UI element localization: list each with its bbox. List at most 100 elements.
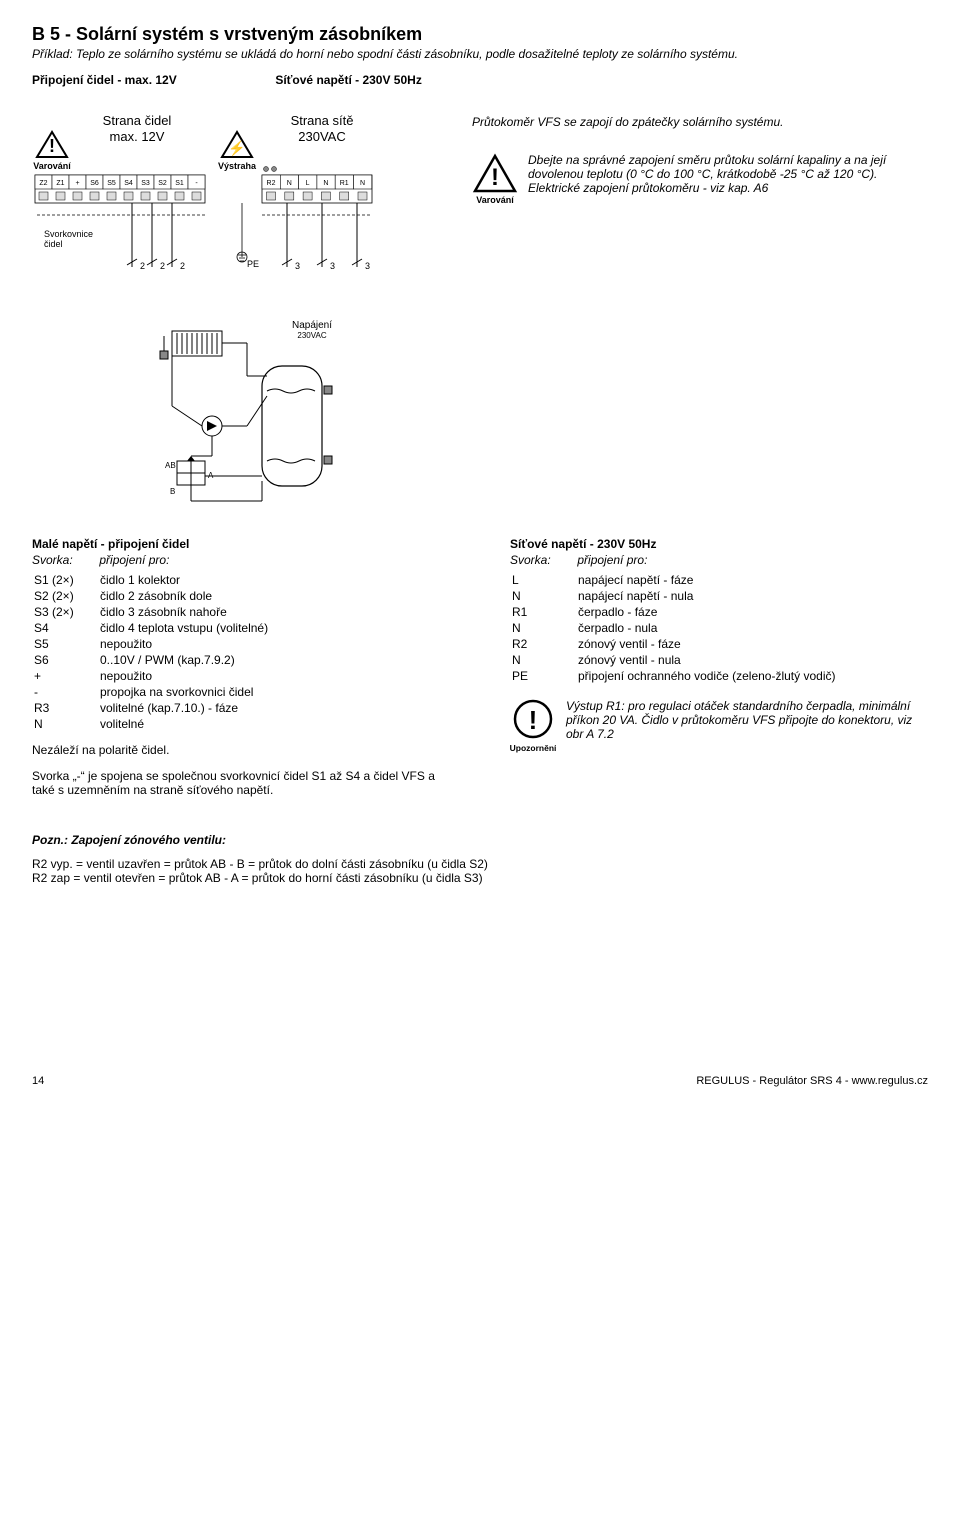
conn-sensors: Připojení čidel - max. 12V: [32, 73, 272, 87]
svg-text:Upozornění: Upozornění: [510, 743, 556, 753]
svg-text:2: 2: [140, 261, 145, 271]
term-desc: volitelné (kap.7.10.) - fáze: [100, 701, 274, 715]
terminal-r-0: R2: [267, 180, 276, 187]
term-desc: zónový ventil - nula: [578, 653, 841, 667]
svg-text:2: 2: [180, 261, 185, 271]
terminal-z2: Z2: [39, 180, 47, 187]
mains-side-l1: Strana sítě: [291, 113, 354, 128]
term-desc: čidlo 1 kolektor: [100, 573, 274, 587]
wire-3-group: 3 3 3: [282, 203, 370, 271]
terminal-s5: S5: [107, 180, 116, 187]
notice-icon: ! Upozornění: [510, 699, 556, 758]
term-key: S3 (2×): [34, 605, 98, 619]
term-key: S4: [34, 621, 98, 635]
svg-text:2: 2: [160, 261, 165, 271]
term-key: N: [512, 589, 576, 603]
terminal-z1: Z1: [56, 180, 64, 187]
low-voltage-sub: Svorka: připojení pro:: [32, 553, 450, 567]
term-key: S2 (2×): [34, 589, 98, 603]
term-key: +: [34, 669, 98, 683]
wire-2-group: 2 2 2: [127, 203, 185, 271]
term-desc: čerpadlo - nula: [578, 621, 841, 635]
term-key: R1: [512, 605, 576, 619]
term-key: S1 (2×): [34, 573, 98, 587]
sensor-side-l2: max. 12V: [110, 129, 165, 144]
excl-icon: !: [49, 136, 55, 156]
low-voltage-table: S1 (2×)čidlo 1 kolektorS2 (2×)čidlo 2 zá…: [32, 571, 276, 733]
page-number: 14: [32, 1075, 44, 1087]
terminal-r-1: N: [287, 180, 292, 187]
term-key: S5: [34, 637, 98, 651]
terminal-r-2: L: [306, 180, 310, 187]
term-desc: nepoužito: [100, 637, 274, 651]
zone-valve-line1: R2 vyp. = ventil uzavřen = průtok AB - B…: [32, 857, 928, 871]
svg-text:3: 3: [295, 261, 300, 271]
footer-text: REGULUS - Regulátor SRS 4 - www.regulus.…: [696, 1075, 928, 1087]
term-desc: napájecí napětí - fáze: [578, 573, 841, 587]
term-desc: 0..10V / PWM (kap.7.9.2): [100, 653, 274, 667]
vystraha-label: Výstraha: [218, 161, 257, 171]
svg-text:Varování: Varování: [476, 195, 514, 205]
term-desc: čidlo 2 zásobník dole: [100, 589, 274, 603]
napajeni-l2: 230VAC: [297, 331, 326, 340]
svork-l1: Svorkovnice: [44, 229, 93, 239]
notice-text: Výstup R1: pro regulaci otáček standardn…: [566, 699, 928, 741]
terminal-r-4: R1: [340, 180, 349, 187]
minus-note: Svorka „-“ je spojena se společnou svork…: [32, 769, 450, 797]
sensor-side-l1: Strana čidel: [103, 113, 172, 128]
page-title: B 5 - Solární systém s vrstveným zásobní…: [32, 24, 928, 45]
term-desc: nepoužito: [100, 669, 274, 683]
system-diagram: Napájení 230VAC AB: [152, 316, 372, 519]
terminal-s6: S6: [90, 180, 99, 187]
warning-text: Dbejte na správné zapojení směru průtoku…: [528, 153, 928, 195]
napajeni-l1: Napájení: [292, 320, 332, 331]
svg-text:!: !: [529, 705, 538, 735]
svg-text:3: 3: [365, 261, 370, 271]
polarity-note: Nezáleží na polaritě čidel.: [32, 743, 450, 757]
term-key: N: [34, 717, 98, 731]
mains-heading: Síťové napětí - 230V 50Hz: [510, 537, 928, 551]
term-key: N: [512, 621, 576, 635]
warning-icon: ! Varování: [472, 153, 518, 208]
terminal-s1: S1: [175, 180, 184, 187]
mains-table: Lnapájecí napětí - fázeNnapájecí napětí …: [510, 571, 843, 685]
term-desc: čerpadlo - fáze: [578, 605, 841, 619]
terminal-s4: S4: [124, 180, 133, 187]
pe-label: PE: [247, 259, 259, 269]
terminal-+: +: [75, 180, 79, 187]
term-key: N: [512, 653, 576, 667]
term-key: L: [512, 573, 576, 587]
svg-text:B: B: [170, 487, 175, 496]
term-desc: připojení ochranného vodiče (zeleno-žlut…: [578, 669, 841, 683]
term-key: S6: [34, 653, 98, 667]
term-desc: propojka na svorkovnici čidel: [100, 685, 274, 699]
wiring-diagram: ! Varování Strana čidel max. 12V ⚡ Výstr…: [32, 97, 432, 300]
zone-valve-title: Pozn.: Zapojení zónového ventilu:: [32, 833, 928, 847]
low-voltage-heading: Malé napětí - připojení čidel: [32, 537, 450, 551]
term-desc: zónový ventil - fáze: [578, 637, 841, 651]
terminal-s3: S3: [141, 180, 150, 187]
svork-l2: čidel: [44, 239, 63, 249]
term-key: -: [34, 685, 98, 699]
terminal-s2: S2: [158, 180, 167, 187]
intro-text: Příklad: Teplo ze solárního systému se u…: [32, 47, 928, 61]
terminal-r-5: N: [360, 180, 365, 187]
flow-note: Průtokoměr VFS se zapojí do zpátečky sol…: [472, 115, 928, 129]
terminal-r-3: N: [323, 180, 328, 187]
mains-sub: Svorka: připojení pro:: [510, 553, 928, 567]
conn-mains: Síťové napětí - 230V 50Hz: [275, 73, 421, 87]
bolt-icon: ⚡: [228, 140, 245, 157]
svg-text:!: !: [491, 164, 499, 191]
svg-text:AB: AB: [165, 461, 176, 470]
connection-heading: Připojení čidel - max. 12V Síťové napětí…: [32, 73, 928, 87]
term-key: PE: [512, 669, 576, 683]
term-key: R3: [34, 701, 98, 715]
term-desc: čidlo 3 zásobník nahoře: [100, 605, 274, 619]
term-desc: volitelné: [100, 717, 274, 731]
svg-text:3: 3: [330, 261, 335, 271]
term-key: R2: [512, 637, 576, 651]
zone-valve-line2: R2 zap = ventil otevřen = průtok AB - A …: [32, 871, 928, 885]
term-desc: napájecí napětí - nula: [578, 589, 841, 603]
term-desc: čidlo 4 teplota vstupu (volitelné): [100, 621, 274, 635]
varovani-label: Varování: [33, 161, 71, 171]
